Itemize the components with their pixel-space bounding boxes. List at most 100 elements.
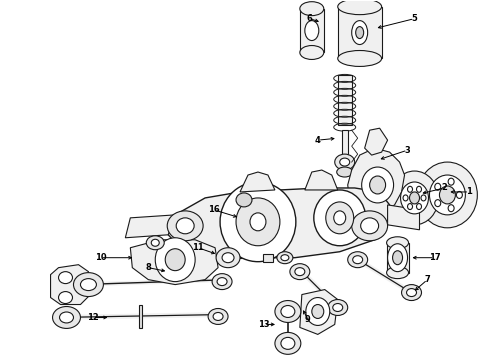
Ellipse shape — [208, 309, 228, 324]
Ellipse shape — [391, 171, 439, 225]
Ellipse shape — [165, 249, 185, 271]
Ellipse shape — [290, 264, 310, 280]
Ellipse shape — [213, 312, 223, 320]
Ellipse shape — [338, 0, 382, 15]
Ellipse shape — [222, 253, 234, 263]
Ellipse shape — [151, 239, 159, 246]
Ellipse shape — [314, 190, 366, 246]
Ellipse shape — [306, 298, 330, 325]
Ellipse shape — [217, 278, 227, 285]
Text: 16: 16 — [208, 206, 220, 215]
Ellipse shape — [281, 255, 289, 261]
Ellipse shape — [352, 211, 388, 241]
Text: 10: 10 — [95, 253, 106, 262]
Ellipse shape — [369, 176, 386, 194]
Text: 13: 13 — [258, 320, 270, 329]
Ellipse shape — [353, 256, 363, 264]
Text: 5: 5 — [412, 14, 417, 23]
Ellipse shape — [429, 175, 466, 215]
Bar — [387, 243, 409, 273]
Text: 1: 1 — [466, 188, 472, 197]
Bar — [300, 9, 324, 53]
Bar — [338, 7, 382, 58]
Ellipse shape — [147, 236, 164, 250]
Ellipse shape — [52, 306, 80, 328]
Ellipse shape — [403, 195, 408, 201]
Polygon shape — [240, 172, 275, 192]
Ellipse shape — [281, 337, 295, 349]
Ellipse shape — [356, 27, 364, 39]
Text: 4: 4 — [315, 136, 321, 145]
Ellipse shape — [275, 301, 301, 323]
Bar — [263, 254, 273, 262]
Text: 8: 8 — [146, 263, 151, 272]
Polygon shape — [388, 205, 419, 230]
Text: 2: 2 — [441, 184, 447, 193]
Ellipse shape — [387, 237, 409, 249]
Ellipse shape — [387, 267, 409, 279]
Bar — [342, 130, 348, 160]
Ellipse shape — [167, 211, 203, 241]
Polygon shape — [305, 170, 338, 190]
Ellipse shape — [295, 268, 305, 276]
Ellipse shape — [416, 186, 421, 192]
Ellipse shape — [58, 272, 73, 284]
Ellipse shape — [277, 252, 293, 264]
Text: 3: 3 — [405, 145, 411, 154]
Ellipse shape — [400, 182, 428, 214]
Polygon shape — [130, 240, 218, 285]
Ellipse shape — [408, 203, 413, 210]
Ellipse shape — [176, 218, 194, 234]
Ellipse shape — [340, 158, 350, 166]
Ellipse shape — [236, 198, 280, 246]
Polygon shape — [50, 265, 91, 305]
Ellipse shape — [212, 274, 232, 289]
Ellipse shape — [435, 200, 441, 207]
Ellipse shape — [281, 306, 295, 318]
Ellipse shape — [416, 203, 421, 210]
Text: 17: 17 — [429, 253, 441, 262]
Ellipse shape — [392, 251, 403, 265]
Ellipse shape — [388, 244, 408, 272]
Ellipse shape — [328, 300, 348, 315]
Ellipse shape — [410, 192, 419, 204]
Polygon shape — [358, 210, 382, 235]
Ellipse shape — [421, 195, 426, 201]
Text: 12: 12 — [87, 313, 98, 322]
Ellipse shape — [334, 211, 346, 225]
Polygon shape — [348, 148, 405, 215]
Ellipse shape — [74, 273, 103, 297]
Ellipse shape — [335, 154, 355, 170]
Polygon shape — [125, 215, 175, 238]
Ellipse shape — [300, 45, 324, 59]
Ellipse shape — [312, 305, 324, 319]
Ellipse shape — [59, 312, 74, 323]
Bar — [338, 75, 352, 125]
Ellipse shape — [362, 167, 393, 203]
Ellipse shape — [300, 2, 324, 15]
Polygon shape — [300, 289, 338, 334]
Text: 11: 11 — [192, 243, 204, 252]
Ellipse shape — [326, 202, 354, 234]
Ellipse shape — [456, 192, 463, 198]
Ellipse shape — [305, 21, 319, 41]
Ellipse shape — [338, 50, 382, 67]
Ellipse shape — [417, 162, 477, 228]
Ellipse shape — [348, 252, 368, 268]
Text: 6: 6 — [307, 14, 313, 23]
Ellipse shape — [361, 218, 379, 234]
Ellipse shape — [58, 292, 73, 303]
Ellipse shape — [448, 205, 454, 212]
Ellipse shape — [275, 332, 301, 354]
Ellipse shape — [236, 193, 252, 207]
Polygon shape — [365, 128, 388, 155]
Ellipse shape — [401, 285, 421, 301]
Bar — [139, 305, 142, 328]
Ellipse shape — [337, 167, 353, 177]
Ellipse shape — [408, 186, 413, 192]
Ellipse shape — [448, 178, 454, 185]
Ellipse shape — [155, 238, 195, 282]
Ellipse shape — [440, 186, 455, 204]
Polygon shape — [168, 188, 390, 258]
Text: 7: 7 — [425, 275, 430, 284]
